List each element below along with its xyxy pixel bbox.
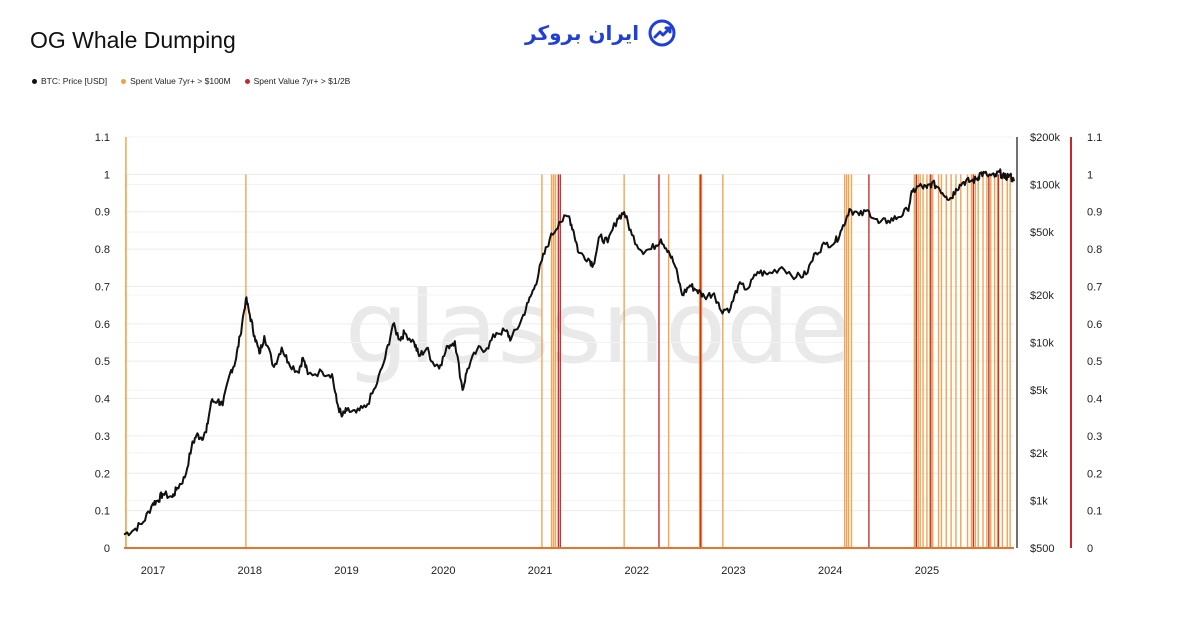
y-right2-tick-label: 0.3 <box>1087 431 1102 443</box>
legend-swatch <box>121 78 127 84</box>
legend-item-btc-price[interactable]: BTC: Price [USD] <box>32 76 107 86</box>
y-right2-tick-label: 0.9 <box>1087 207 1102 219</box>
y-right2-tick-label: 1 <box>1087 169 1093 181</box>
y-left-tick-label: 0.2 <box>95 468 110 480</box>
legend-item-spent-half-billion[interactable]: Spent Value 7yr+ > $1/2B <box>244 76 351 86</box>
legend-label: BTC: Price [USD] <box>41 76 108 86</box>
watermark: glassnode <box>345 269 851 386</box>
logo-text: ایران بروکر <box>525 21 640 45</box>
x-tick-label: 2021 <box>528 565 552 577</box>
y-right2-tick-label: 0.8 <box>1087 244 1102 256</box>
y-left-tick-label: 0.3 <box>95 431 110 443</box>
y-right2-tick-label: 0.4 <box>1087 394 1102 406</box>
y-left-tick-label: 0.6 <box>95 319 110 331</box>
gridlines <box>124 136 1014 549</box>
x-tick-label: 2019 <box>334 565 358 577</box>
y-right2-tick-label: 0.6 <box>1087 319 1102 331</box>
y-left-tick-label: 0.4 <box>95 394 110 406</box>
chart-legend: BTC: Price [USD] Spent Value 7yr+ > $100… <box>32 76 350 86</box>
y-left-tick-label: 1 <box>104 169 110 181</box>
x-tick-label: 2018 <box>238 565 262 577</box>
legend-label: Spent Value 7yr+ > $1/2B <box>253 76 351 86</box>
x-tick-label: 2022 <box>624 565 648 577</box>
y-right-tick-label: $10k <box>1030 338 1054 350</box>
y-left-tick-label: 0 <box>104 543 110 555</box>
y-left-tick-label: 1.1 <box>95 132 110 144</box>
y-left-tick-label: 0.8 <box>95 244 110 256</box>
legend-swatch <box>244 78 250 84</box>
legend-item-spent-100m[interactable]: Spent Value 7yr+ > $100M <box>121 76 231 86</box>
y-right2-tick-label: 1.1 <box>1087 132 1102 144</box>
y-right2-tick-label: 0.1 <box>1087 506 1102 518</box>
btc-price-line <box>123 168 1015 537</box>
y-right2-tick-label: 0.5 <box>1087 356 1102 368</box>
y-right-tick-label: $5k <box>1030 385 1048 397</box>
y-right2-tick-label: 0.2 <box>1087 468 1102 480</box>
y-left-tick-label: 0.7 <box>95 281 110 293</box>
price-series <box>123 168 1015 537</box>
trend-up-icon <box>648 19 676 47</box>
legend-label: Spent Value 7yr+ > $100M <box>130 76 231 86</box>
y-right-tick-label: $20k <box>1030 290 1054 302</box>
y-right-tick-label: $100k <box>1030 180 1060 192</box>
x-tick-label: 2025 <box>915 565 939 577</box>
y-right2-tick-label: 0.7 <box>1087 281 1102 293</box>
y-left-tick-label: 0.5 <box>95 356 110 368</box>
x-tick-label: 2024 <box>818 565 842 577</box>
y-right-tick-label: $500 <box>1030 543 1054 555</box>
x-tick-label: 2017 <box>141 565 165 577</box>
event-lines <box>125 137 1011 548</box>
y-right2-tick-label: 0 <box>1087 543 1093 555</box>
x-tick-label: 2023 <box>721 565 745 577</box>
y-right-tick-label: $200k <box>1030 132 1060 144</box>
legend-swatch <box>32 78 37 84</box>
y-right-tick-label: $1k <box>1030 495 1048 507</box>
brand-logo: ایران بروکر <box>525 18 677 48</box>
chart-title: OG Whale Dumping <box>30 27 236 53</box>
y-left-tick-label: 0.9 <box>95 207 110 219</box>
y-right-tick-label: $2k <box>1030 448 1048 460</box>
y-left-tick-label: 0.1 <box>95 506 110 518</box>
axes: 0 0.1 0.2 0.3 0.4 0.5 0.6 0.7 0.8 0.9 1 1.1 $500 $1k $… <box>95 132 1103 577</box>
y-right-tick-label: $50k <box>1030 227 1054 239</box>
x-tick-label: 2020 <box>431 565 455 577</box>
